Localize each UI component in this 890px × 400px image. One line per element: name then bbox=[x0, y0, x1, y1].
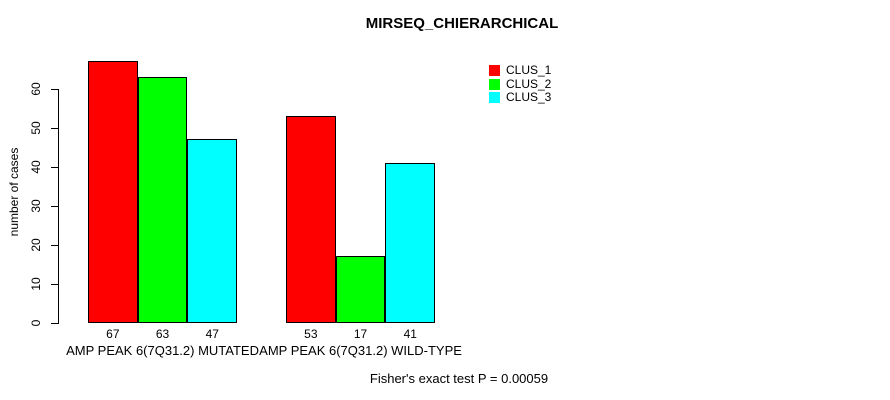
legend-label-clus3: CLUS_3 bbox=[506, 89, 552, 104]
legend-label-clus2: CLUS_2 bbox=[506, 76, 552, 91]
y-tick-label: 40 bbox=[29, 159, 43, 174]
bar-clus_2-group1 bbox=[137, 76, 188, 324]
category-label-group1: AMP PEAK 6(7Q31.2) MUTATED bbox=[66, 343, 259, 358]
legend-item-clus3: CLUS_3 bbox=[489, 89, 552, 104]
bar-clus_3-group1 bbox=[187, 139, 238, 324]
bar-value-label: 63 bbox=[155, 327, 170, 341]
bar-value-label: 47 bbox=[205, 327, 219, 341]
bar-value-label: 41 bbox=[403, 327, 417, 341]
bar-clus_1-group1 bbox=[88, 61, 138, 324]
legend-item-clus2: CLUS_2 bbox=[489, 77, 551, 90]
y-axis-tick bbox=[51, 205, 58, 207]
y-axis-tick bbox=[51, 127, 58, 129]
bar-value-label: 53 bbox=[304, 327, 318, 341]
legend-swatch-clus1-icon bbox=[489, 65, 500, 77]
y-tick-label: 10 bbox=[29, 276, 43, 291]
y-axis-tick bbox=[51, 88, 58, 90]
bar-value-label: 67 bbox=[106, 327, 120, 341]
legend: CLUS_1 CLUS_2 CLUS_3 bbox=[489, 64, 551, 104]
legend-label-clus1: CLUS_1 bbox=[506, 63, 552, 78]
y-tick-label: 60 bbox=[29, 81, 43, 96]
y-tick-label: 0 bbox=[29, 319, 43, 326]
y-axis-tick bbox=[51, 322, 58, 324]
annotation-text: Fisher's exact test P = 0.00059 bbox=[369, 371, 549, 386]
y-axis-tick bbox=[51, 166, 58, 168]
y-tick-label: 30 bbox=[29, 198, 43, 213]
y-axis-tick bbox=[51, 283, 58, 285]
legend-item-clus1: CLUS_1 bbox=[489, 64, 551, 77]
bar-clus_1-group2 bbox=[286, 115, 336, 324]
legend-swatch-clus3-icon bbox=[489, 91, 500, 103]
legend-swatch-clus2-icon bbox=[489, 78, 500, 90]
chart-title: MIRSEQ_CHIERARCHICAL bbox=[365, 15, 559, 32]
y-axis-line bbox=[58, 88, 59, 324]
bar-clus_3-group2 bbox=[385, 162, 436, 324]
y-axis-tick bbox=[51, 244, 58, 246]
category-label-group2: AMP PEAK 6(7Q31.2) WILD-TYPE bbox=[259, 343, 462, 358]
bar-clus_2-group2 bbox=[335, 256, 386, 324]
y-tick-label: 20 bbox=[29, 237, 43, 252]
y-tick-label: 50 bbox=[29, 120, 43, 135]
bar-value-label: 17 bbox=[353, 327, 368, 341]
